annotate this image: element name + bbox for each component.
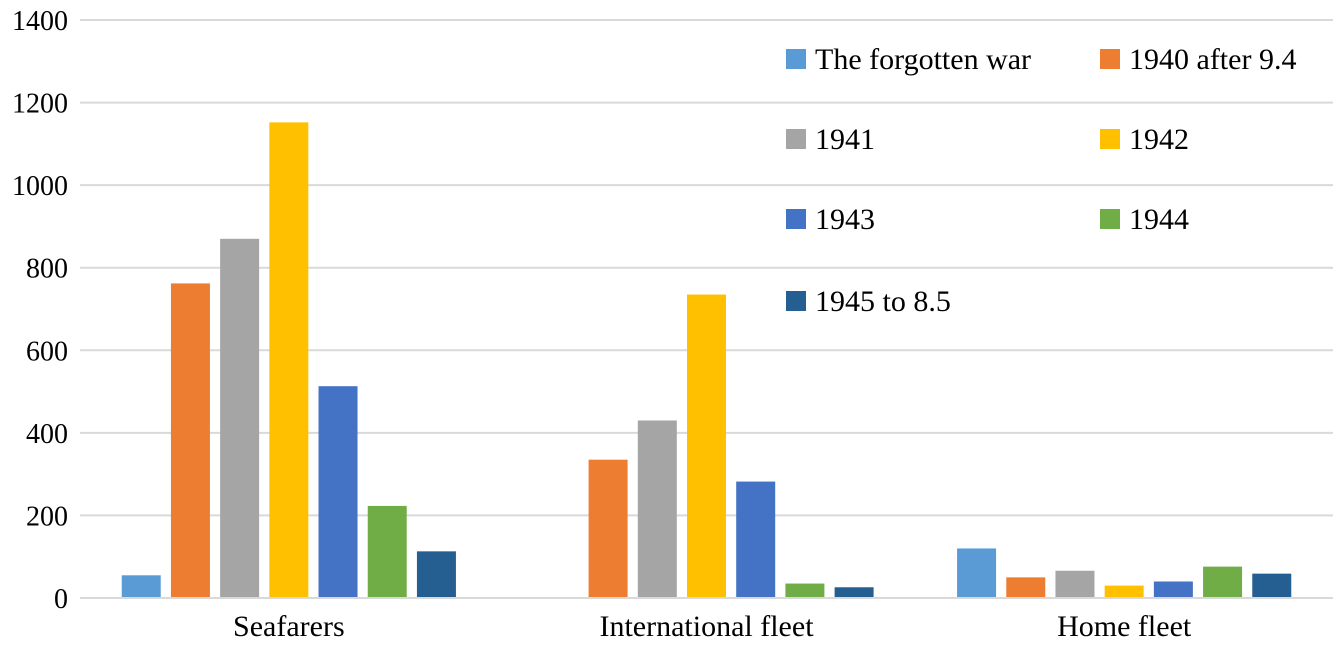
bar <box>957 548 997 598</box>
bar <box>785 583 825 598</box>
legend-label: 1943 <box>815 203 875 236</box>
legend-item: 1942 <box>1100 123 1189 156</box>
y-tick-label: 800 <box>26 254 68 285</box>
y-tick-label: 600 <box>26 336 68 367</box>
legend-label: 1941 <box>815 123 875 156</box>
bar <box>1153 581 1193 598</box>
x-category-label: Seafarers <box>233 610 345 643</box>
y-tick-label: 400 <box>26 419 68 450</box>
legend-swatch <box>786 129 806 149</box>
legend-label: 1942 <box>1129 123 1189 156</box>
x-category-label: International fleet <box>599 610 814 643</box>
bar <box>834 587 874 598</box>
legend-swatch <box>1100 129 1120 149</box>
legend-label: 1944 <box>1129 203 1189 236</box>
bar <box>269 122 309 598</box>
legend: The forgotten war 1940 after 9.4 1941 1942 1… <box>786 43 1296 318</box>
y-tick-label: 0 <box>54 584 68 615</box>
bar <box>1055 570 1095 598</box>
legend-swatch <box>1100 49 1120 69</box>
legend-swatch <box>1100 209 1120 229</box>
legend-item: The forgotten war <box>786 43 1031 76</box>
bar <box>170 283 210 598</box>
y-tick-label: 1000 <box>12 171 68 202</box>
bar <box>736 481 776 598</box>
bar <box>588 459 628 598</box>
y-axis-tick-labels: 0 200 400 600 800 1000 1200 1400 <box>12 6 68 615</box>
legend-label: 1945 to 8.5 <box>815 285 951 318</box>
legend-item: 1941 <box>786 123 875 156</box>
bar <box>367 505 407 598</box>
y-tick-label: 1400 <box>12 6 68 37</box>
legend-label: 1940 after 9.4 <box>1129 43 1296 76</box>
legend-label: The forgotten war <box>815 43 1031 76</box>
bar <box>220 238 260 599</box>
legend-item: 1940 after 9.4 <box>1100 43 1296 76</box>
bar <box>1104 585 1144 598</box>
bar <box>121 575 161 598</box>
bar <box>637 420 677 598</box>
x-axis-category-labels: Seafarers International fleet Home fleet <box>233 610 1192 643</box>
y-tick-label: 1200 <box>12 89 68 120</box>
legend-item: 1943 <box>786 203 875 236</box>
y-tick-label: 200 <box>26 501 68 532</box>
bars <box>121 122 1292 599</box>
legend-item: 1945 to 8.5 <box>786 285 951 318</box>
bar <box>1006 577 1046 598</box>
bar <box>1252 573 1292 598</box>
bar <box>416 551 456 598</box>
legend-item: 1944 <box>1100 203 1189 236</box>
legend-swatch <box>786 209 806 229</box>
legend-swatch <box>786 291 806 311</box>
bar <box>318 386 358 598</box>
x-category-label: Home fleet <box>1057 610 1192 643</box>
bar <box>1203 566 1243 598</box>
legend-swatch <box>786 49 806 69</box>
bar <box>687 294 726 598</box>
